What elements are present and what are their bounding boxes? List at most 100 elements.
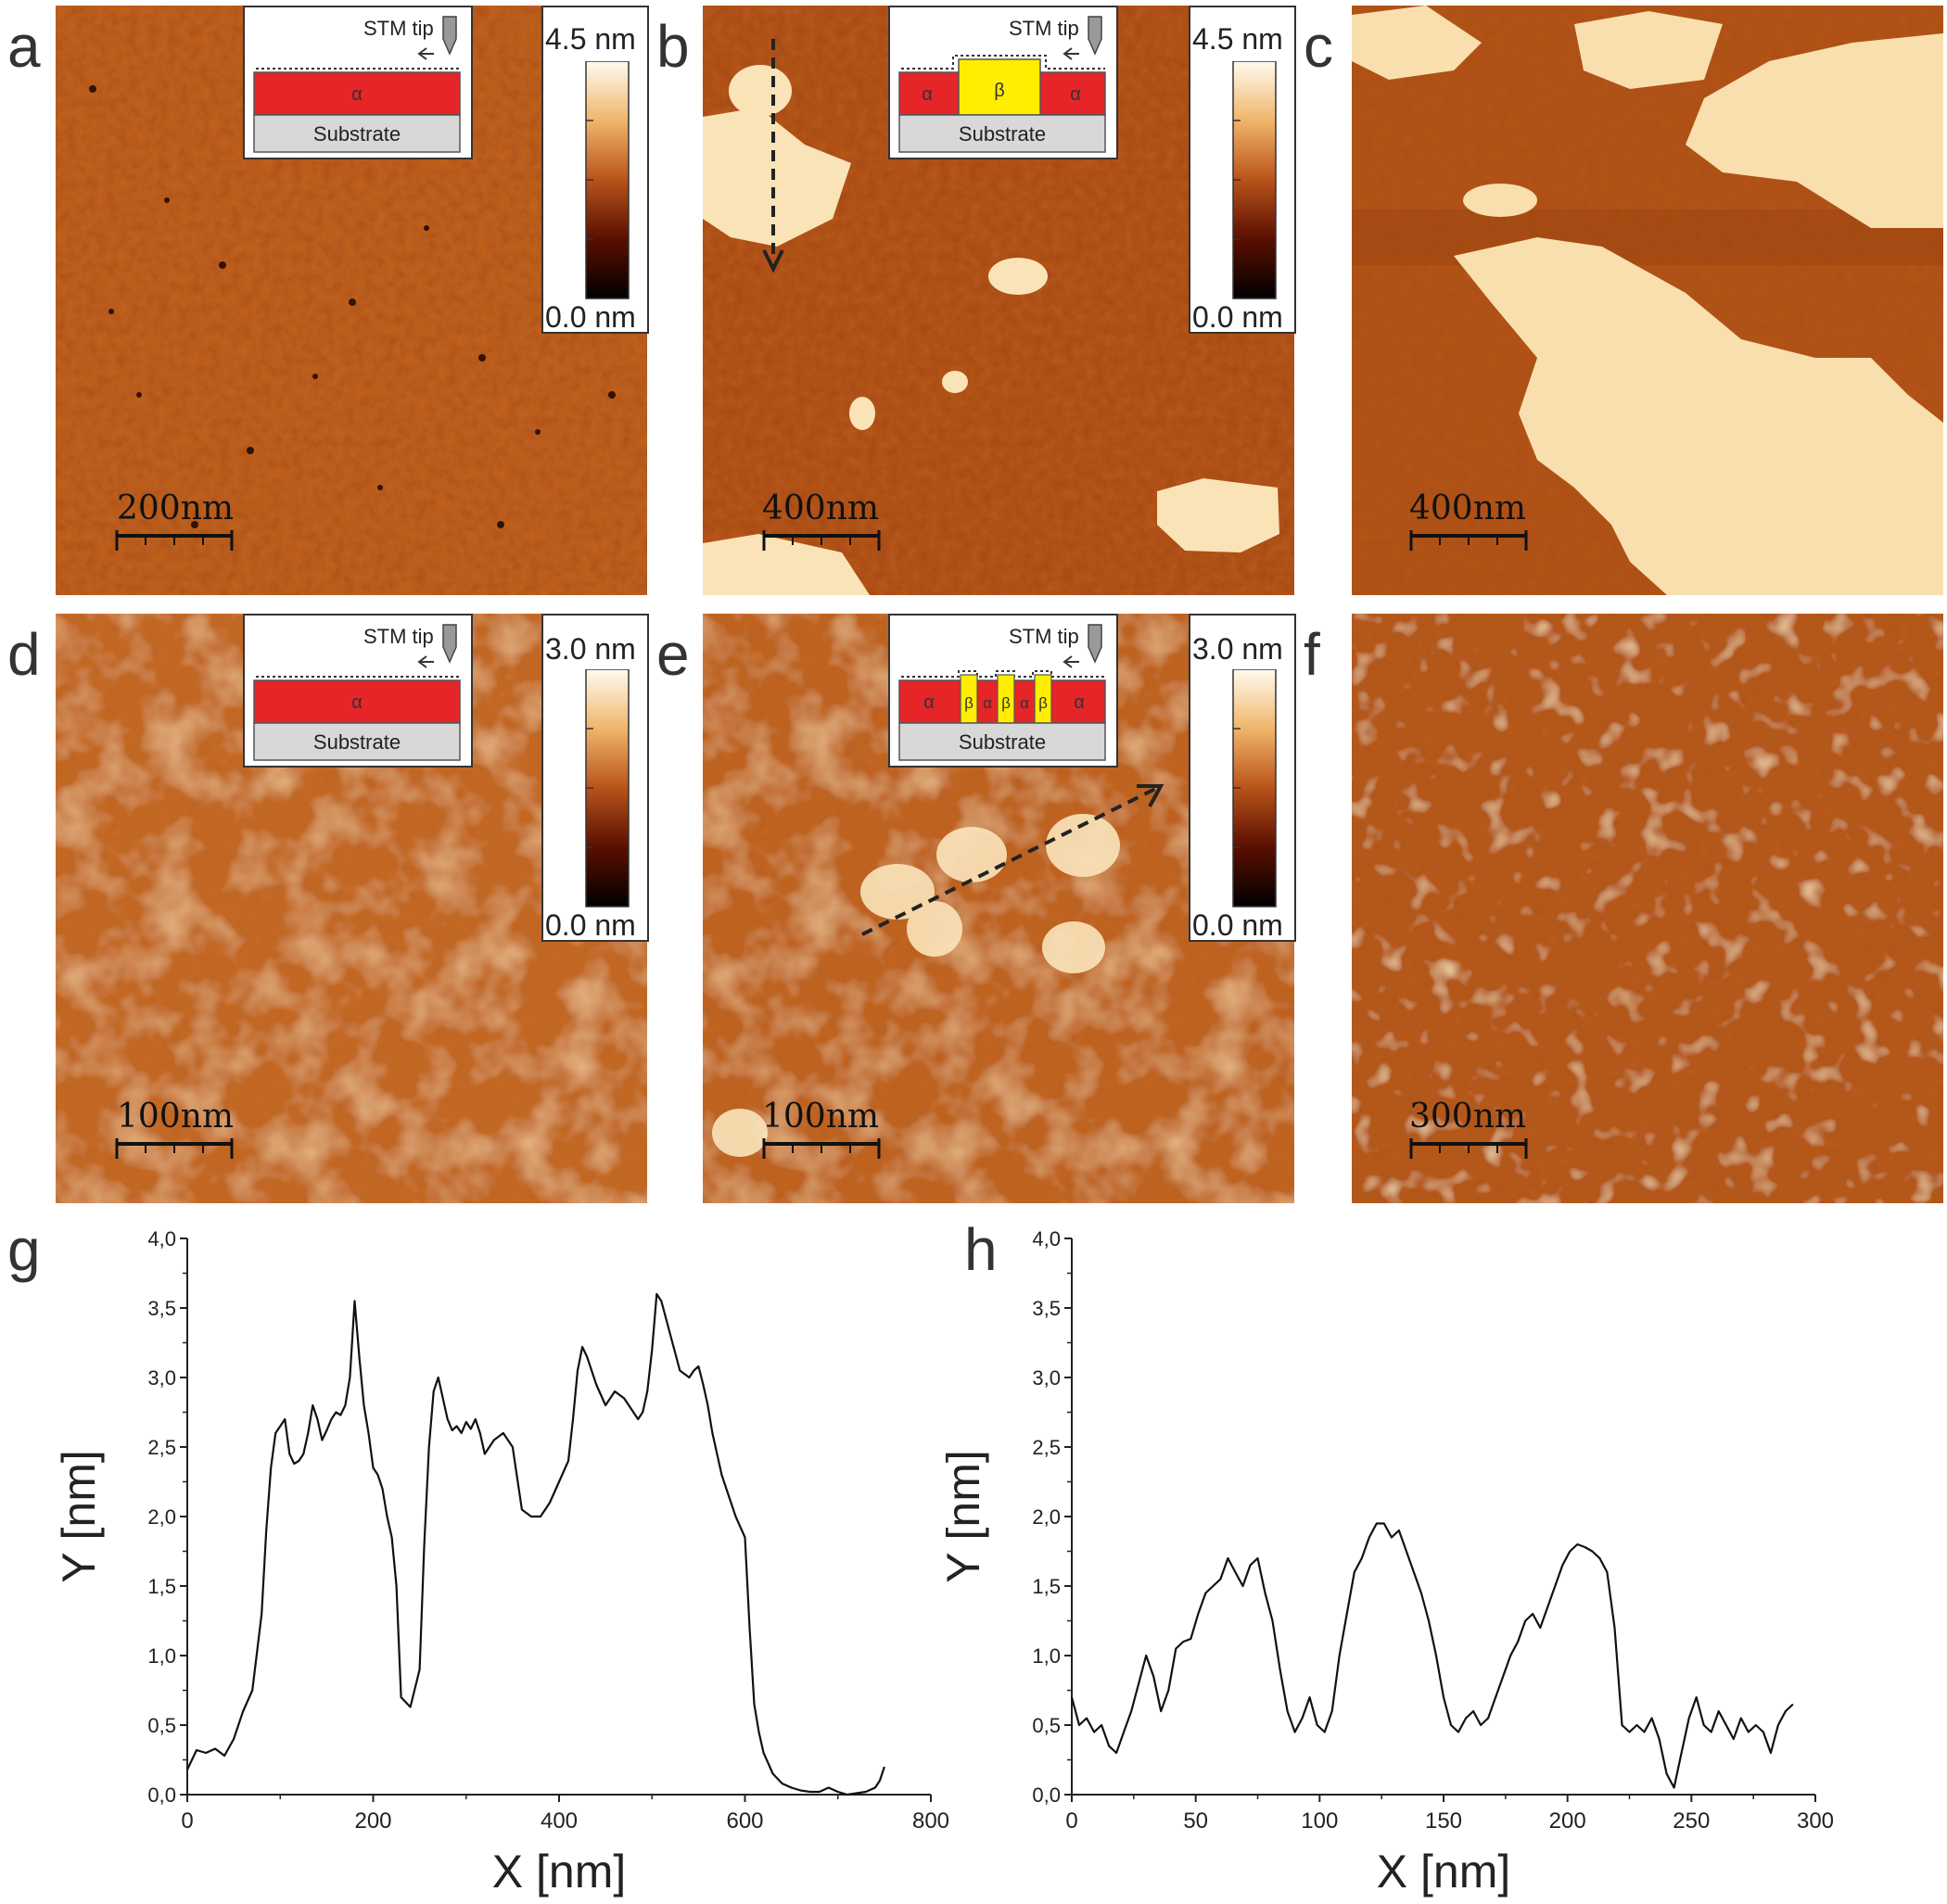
colorbar-min-a: 0.0 nm — [545, 300, 636, 334]
y-tick-label: 3,5 — [1032, 1297, 1061, 1320]
inset-substrate-label-b: Substrate — [959, 122, 1046, 146]
y-axis-label: Y [nm] — [56, 1450, 105, 1583]
axes: 0,0 0,5 1,0 1,5 2,0 2,5 3,0 3,5 4,0 0 50 100 150 200 2… — [946, 1227, 1834, 1898]
y-tick-label: 3,0 — [1032, 1366, 1061, 1390]
inset-alpha-label-a: α — [351, 84, 363, 105]
x-tick-label: 100 — [1301, 1809, 1338, 1834]
scalebar-c — [1409, 530, 1528, 551]
y-tick-label: 4,0 — [1032, 1227, 1061, 1250]
panel-letter-b: b — [656, 13, 690, 80]
panel-letter-c: c — [1304, 13, 1333, 80]
scalebar-d — [115, 1138, 234, 1159]
scalebar-f — [1409, 1138, 1528, 1159]
y-tick-label: 0,0 — [147, 1783, 176, 1807]
y-tick-label: 0,0 — [1032, 1783, 1061, 1807]
inset-substrate-label-e: Substrate — [959, 730, 1046, 754]
inset-seg-4-e: α — [1020, 694, 1029, 712]
colorbar-max-e: 3.0 nm — [1192, 632, 1283, 666]
inset-seg-0-e: α — [923, 692, 935, 713]
inset-seg-1-e: β — [964, 694, 974, 712]
panel-letter-a: a — [7, 13, 41, 80]
x-tick-label: 150 — [1425, 1809, 1462, 1834]
inset-alpha-label-d: α — [351, 692, 363, 713]
x-tick-label: 200 — [1549, 1809, 1586, 1834]
x-tick-label: 0 — [1065, 1809, 1077, 1834]
inset-alpha-left-b: α — [922, 84, 933, 105]
inset-beta-b: β — [994, 81, 1005, 101]
colorbar-min-d: 0.0 nm — [545, 908, 636, 942]
y-tick-label: 1,5 — [147, 1575, 176, 1598]
y-tick-label: 2,0 — [1032, 1505, 1061, 1529]
panel-letter-e: e — [656, 621, 690, 688]
inset-seg-6-e: α — [1074, 692, 1085, 713]
x-tick-label: 250 — [1673, 1809, 1710, 1834]
panel-letter-d: d — [7, 621, 41, 688]
stm-tip-icon — [1088, 624, 1102, 664]
x-tick-label: 600 — [726, 1809, 763, 1834]
inset-tip-label-e: STM tip — [1009, 625, 1079, 648]
stm-tip-icon — [1088, 16, 1102, 56]
colorbar-min-b: 0.0 nm — [1192, 300, 1283, 334]
x-tick-label: 200 — [354, 1809, 391, 1834]
stm-image-c — [1352, 6, 1943, 595]
inset-tip-label-d: STM tip — [363, 625, 434, 648]
x-tick-label: 0 — [181, 1809, 193, 1834]
scalebar-label-e: 100nm — [762, 1098, 880, 1136]
colorbar-a: 4.5 nm 0.0 nm — [541, 6, 649, 334]
colorbar-max-a: 4.5 nm — [545, 22, 636, 56]
colorbar-b: 4.5 nm 0.0 nm — [1189, 6, 1296, 334]
inset-seg-2-e: α — [983, 694, 992, 712]
panel-letter-h: h — [964, 1216, 998, 1283]
stm-image-f — [1352, 614, 1943, 1203]
stm-tip-icon — [442, 16, 457, 56]
panel-letter-f: f — [1304, 621, 1320, 688]
inset-alpha-right-b: α — [1070, 84, 1081, 105]
x-tick-label: 400 — [541, 1809, 578, 1834]
inset-tip-label-b: STM tip — [1009, 17, 1079, 40]
y-tick-label: 1,0 — [1032, 1644, 1061, 1668]
y-tick-label: 1,0 — [147, 1644, 176, 1668]
scalebar-label-f: 300nm — [1409, 1098, 1527, 1136]
substrate-layer — [253, 114, 461, 153]
y-tick-label: 3,0 — [147, 1366, 176, 1390]
beta-island — [958, 58, 1041, 116]
schematic-inset-b: STM tip α β α Substrate — [888, 6, 1118, 159]
stm-tip-icon — [442, 624, 457, 664]
colorbar-e: 3.0 nm 0.0 nm — [1189, 614, 1296, 942]
y-tick-label: 2,5 — [1032, 1436, 1061, 1459]
schematic-inset-d: STM tip α Substrate — [243, 614, 473, 768]
axes: 0,0 0,5 1,0 1,5 2,0 2,5 3,0 3,5 4,0 0 200 400 600 800… — [56, 1227, 949, 1898]
profile-chart-h: 0,0 0,5 1,0 1,5 2,0 2,5 3,0 3,5 4,0 0 50 100 150 200 2… — [946, 1227, 1834, 1898]
inset-substrate-label-d: Substrate — [313, 730, 401, 754]
scalebar-e — [762, 1138, 881, 1159]
profile-chart-g: 0,0 0,5 1,0 1,5 2,0 2,5 3,0 3,5 4,0 0 200 400 600 800… — [56, 1227, 949, 1898]
colorbar-d: 3.0 nm 0.0 nm — [541, 614, 649, 942]
scalebar-label-b: 400nm — [762, 489, 880, 527]
x-tick-label: 50 — [1183, 1809, 1208, 1834]
y-axis-label: Y [nm] — [946, 1450, 989, 1583]
inset-tip-label-a: STM tip — [363, 17, 434, 40]
schematic-inset-a: STM tip α Substrate — [243, 6, 473, 159]
profile-series-line — [186, 1292, 885, 1796]
schematic-inset-e: STM tip α β α β α β α Substrate — [888, 614, 1118, 768]
profile-line-arrow-e — [861, 784, 1164, 936]
scalebar-label-a: 200nm — [117, 489, 235, 527]
x-axis-label: X [nm] — [492, 1846, 626, 1898]
y-tick-label: 2,0 — [147, 1505, 176, 1529]
inset-substrate-label-a: Substrate — [313, 122, 401, 146]
colorbar-max-b: 4.5 nm — [1192, 22, 1283, 56]
y-tick-label: 1,5 — [1032, 1575, 1061, 1598]
colorbar-min-e: 0.0 nm — [1192, 908, 1283, 942]
profile-series-line — [1070, 1522, 1794, 1789]
y-tick-label: 0,5 — [147, 1714, 176, 1737]
y-tick-label: 3,5 — [147, 1297, 176, 1320]
scalebar-label-c: 400nm — [1409, 489, 1527, 527]
inset-seg-3-e: β — [1001, 694, 1011, 712]
x-axis-label: X [nm] — [1377, 1846, 1510, 1898]
x-tick-label: 300 — [1797, 1809, 1834, 1834]
y-tick-label: 4,0 — [147, 1227, 176, 1250]
scalebar-a — [115, 530, 234, 551]
inset-seg-5-e: β — [1038, 694, 1048, 712]
scalebar-label-d: 100nm — [117, 1098, 235, 1136]
